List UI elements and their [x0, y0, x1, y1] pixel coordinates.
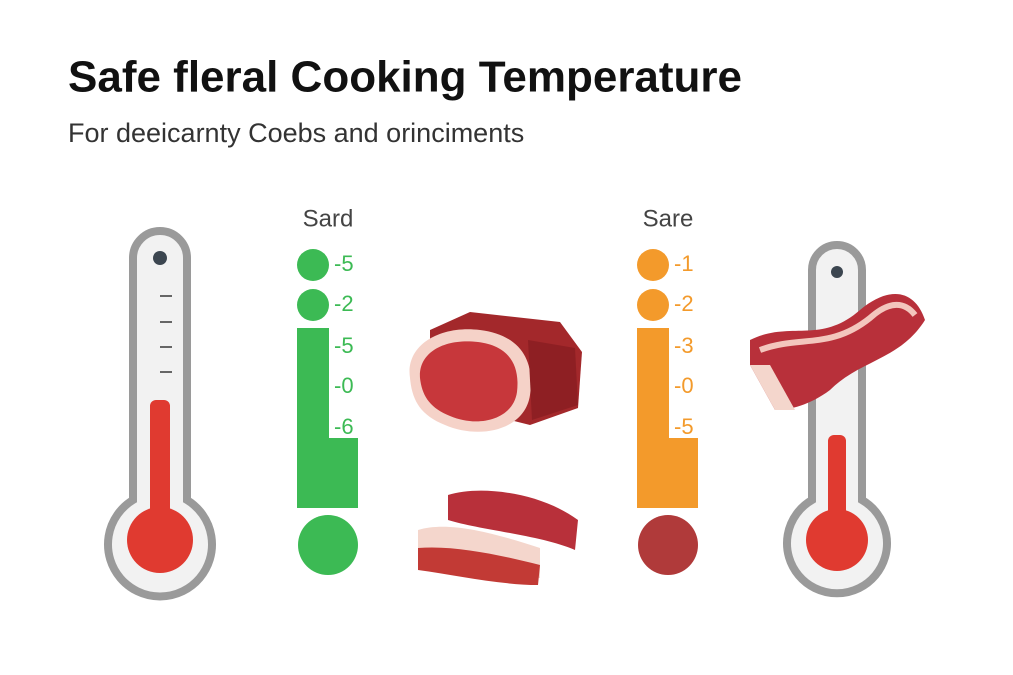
subtitle: For deeicarnty Coebs and orinciments — [68, 118, 524, 148]
scale-item: -6 — [334, 414, 354, 439]
scale-item: -1 — [674, 251, 694, 276]
scale-dot — [637, 289, 669, 321]
title: Safe fleral Cooking Temperature — [68, 53, 742, 102]
scale-label: Sare — [643, 205, 694, 232]
scale-bar — [297, 328, 358, 508]
scale-dot — [297, 249, 329, 281]
scale-item: -5 — [334, 333, 354, 358]
bacon-icon — [418, 490, 578, 585]
scale-dot — [297, 289, 329, 321]
steak-icon — [409, 312, 582, 432]
scale-item: -2 — [334, 291, 354, 316]
scale-dot — [637, 249, 669, 281]
scale-item: -2 — [674, 291, 694, 316]
scale-item: -5 — [674, 414, 694, 439]
bacon-strip-icon — [750, 293, 925, 410]
scale-item: -5 — [334, 251, 354, 276]
scale-bulb — [298, 515, 358, 575]
scale-bar — [637, 328, 698, 508]
scale-bulb — [638, 515, 698, 575]
scale-item: -3 — [674, 333, 694, 358]
scale-label: Sard — [303, 205, 354, 232]
thermometer-right — [783, 241, 891, 598]
scale-item: -0 — [334, 373, 354, 398]
scale-item: -0 — [674, 373, 694, 398]
thermometer-left — [104, 227, 216, 601]
